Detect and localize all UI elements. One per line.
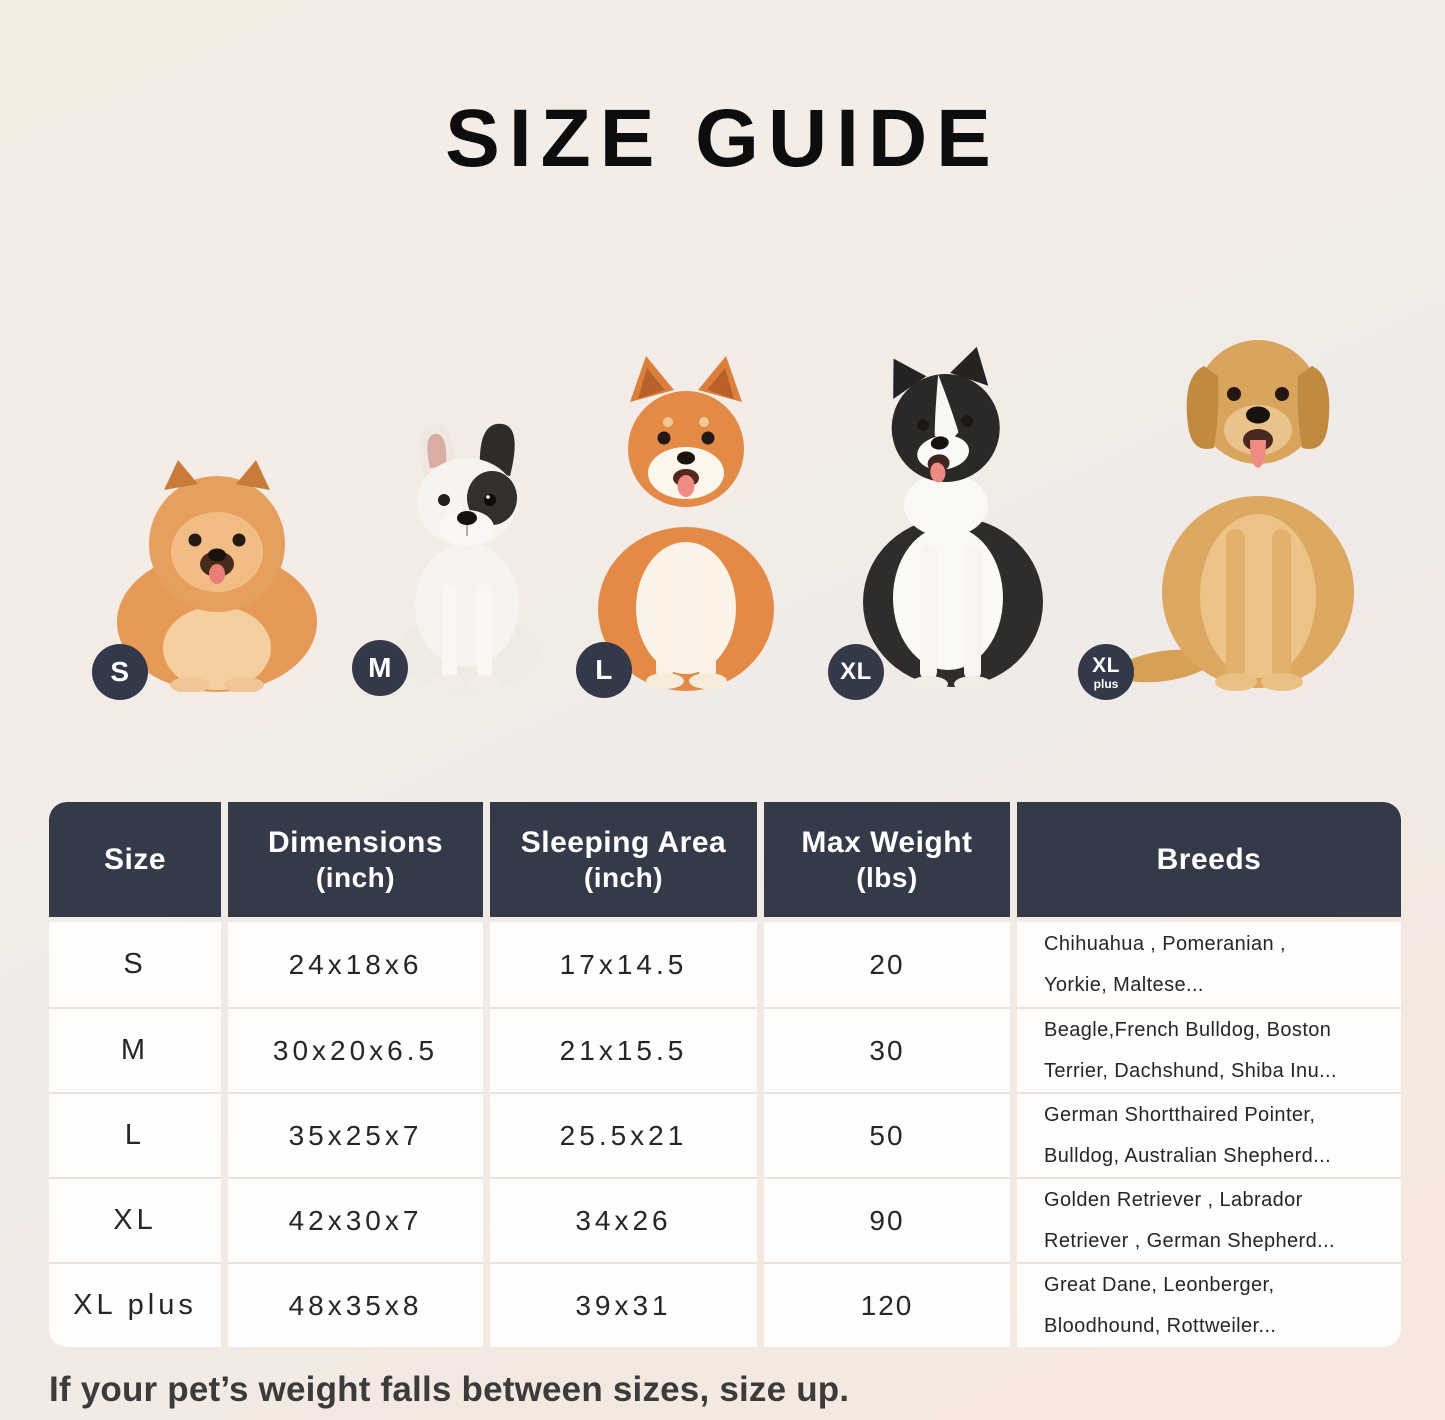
pomeranian-dog-image xyxy=(117,460,317,692)
header-sleeping-area: Sleeping Area (inch) xyxy=(490,802,757,917)
size-badge-xl-plus: XL plus xyxy=(1078,644,1134,700)
golden-retriever-dog-image xyxy=(1126,340,1354,691)
size-badge-l: L xyxy=(576,642,632,698)
dimensions-cell: 24x18x6 xyxy=(228,922,483,1007)
header-breeds: Breeds xyxy=(1017,802,1401,917)
header-size: Size xyxy=(49,802,221,917)
size-badge-xl: XL xyxy=(828,644,884,700)
footer-note: If your pet’s weight falls between sizes… xyxy=(49,1370,850,1409)
sleeping-area-cell: 39x31 xyxy=(490,1262,757,1347)
size-cell: S xyxy=(49,922,221,1007)
french-bulldog-dog-image xyxy=(395,423,539,690)
page-title: SIZE GUIDE xyxy=(445,93,1000,184)
breeds-cell: Beagle,French Bulldog, Boston Terrier, D… xyxy=(1017,1007,1401,1092)
breeds-cell: Chihuahua , Pomeranian , Yorkie, Maltese… xyxy=(1017,922,1401,1007)
size-cell: L xyxy=(49,1092,221,1177)
size-badge-label: XL xyxy=(840,658,872,685)
size-cell: XL xyxy=(49,1177,221,1262)
column-max-weight: Max Weight (lbs) 20 30 50 90 120 xyxy=(764,802,1010,1347)
size-cell: XL plus xyxy=(49,1262,221,1347)
size-badge-s: S xyxy=(92,644,148,700)
sleeping-area-cell: 34x26 xyxy=(490,1177,757,1262)
max-weight-cell: 120 xyxy=(764,1262,1010,1347)
dimensions-cell: 48x35x8 xyxy=(228,1262,483,1347)
max-weight-cell: 30 xyxy=(764,1007,1010,1092)
dimensions-cell: 35x25x7 xyxy=(228,1092,483,1177)
shiba-inu-dog-image xyxy=(598,356,774,691)
size-cell: M xyxy=(49,1007,221,1092)
border-collie-dog-image xyxy=(863,346,1043,692)
header-max-weight: Max Weight (lbs) xyxy=(764,802,1010,917)
dimensions-cell: 42x30x7 xyxy=(228,1177,483,1262)
breeds-cell: Golden Retriever , Labrador Retriever , … xyxy=(1017,1177,1401,1262)
dimensions-cell: 30x20x6.5 xyxy=(228,1007,483,1092)
column-sleeping-area: Sleeping Area (inch) 17x14.5 21x15.5 25.… xyxy=(490,802,757,1347)
column-dimensions: Dimensions (inch) 24x18x6 30x20x6.5 35x2… xyxy=(228,802,483,1347)
breeds-cell: German Shortthaired Pointer, Bulldog, Au… xyxy=(1017,1092,1401,1177)
column-size: Size S M L XL XL plus xyxy=(49,802,221,1347)
sleeping-area-cell: 21x15.5 xyxy=(490,1007,757,1092)
size-badge-label: L xyxy=(595,654,613,685)
column-breeds: Breeds Chihuahua , Pomeranian , Yorkie, … xyxy=(1017,802,1401,1347)
header-dimensions: Dimensions (inch) xyxy=(228,802,483,917)
size-badge-label: M xyxy=(368,652,392,683)
size-table: Size S M L XL XL plus Dimensions (inch) … xyxy=(49,802,1401,1347)
breeds-cell: Great Dane, Leonberger, Bloodhound, Rott… xyxy=(1017,1262,1401,1347)
size-badge-sublabel: plus xyxy=(1093,676,1119,691)
max-weight-cell: 20 xyxy=(764,922,1010,1007)
size-badge-label: S xyxy=(110,656,130,687)
sleeping-area-cell: 25.5x21 xyxy=(490,1092,757,1177)
size-badge-m: M xyxy=(352,640,408,696)
max-weight-cell: 90 xyxy=(764,1177,1010,1262)
size-badge-label: XL xyxy=(1092,653,1120,677)
sleeping-area-cell: 17x14.5 xyxy=(490,922,757,1007)
max-weight-cell: 50 xyxy=(764,1092,1010,1177)
